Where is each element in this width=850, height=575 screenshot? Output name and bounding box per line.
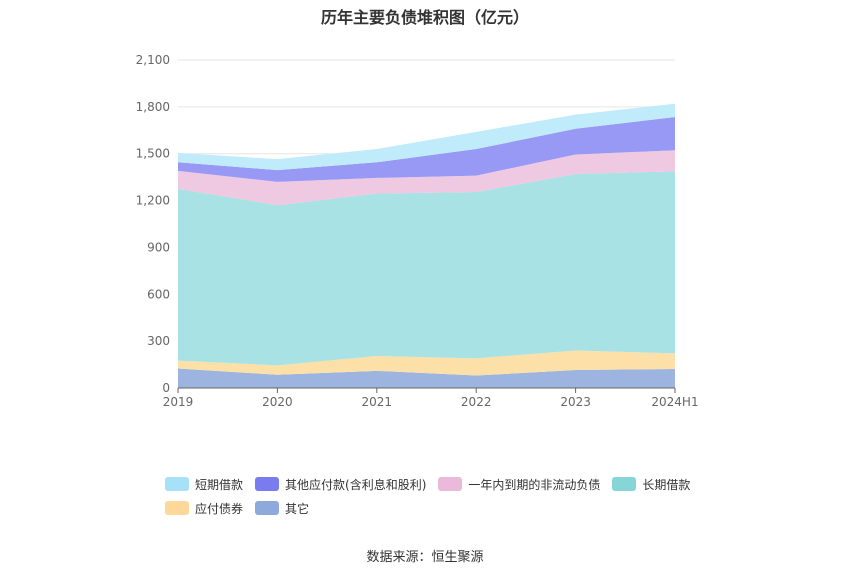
legend-label-bonds-payable: 应付债券: [195, 501, 244, 516]
y-tick-label: 0: [162, 381, 170, 395]
legend-item-long-term-loans[interactable]: 长期借款: [612, 476, 690, 493]
legend-item-other[interactable]: 其它: [255, 500, 309, 517]
y-tick-label: 900: [147, 240, 170, 254]
legend-label-other-payables: 其他应付款(含利息和股利): [285, 477, 427, 492]
legend-label-other: 其它: [285, 501, 310, 516]
y-tick-label: 2,100: [136, 53, 170, 67]
y-tick-label: 1,800: [136, 100, 170, 114]
area-series-0: [178, 368, 675, 388]
legend-swatch-other: [255, 501, 280, 515]
x-tick-label: 2024H1: [651, 395, 698, 409]
chart-title: 历年主要负债堆积图（亿元）: [320, 8, 529, 27]
area-series-2: [178, 171, 675, 366]
x-tick-label: 2022: [461, 395, 492, 409]
data-source: 数据来源：恒生聚源: [366, 550, 484, 565]
x-tick-label: 2023: [560, 395, 591, 409]
legend-item-short-term-loans[interactable]: 短期借款: [165, 476, 243, 493]
x-tick-label: 2021: [362, 395, 393, 409]
legend-label-long-term-loans: 长期借款: [642, 477, 691, 492]
legend-swatch-bonds-payable: [165, 501, 189, 515]
legend-item-bonds-payable[interactable]: 应付债券: [165, 500, 243, 517]
legend-label-short-term-loans: 短期借款: [195, 477, 244, 492]
legend: 短期借款 其他应付款(含利息和股利) 一年内到期的非流动负债 长期借款 应付债券…: [165, 472, 725, 520]
legend-row-2: 应付债券 其它: [165, 496, 725, 520]
y-tick-label: 600: [147, 287, 170, 301]
legend-row-1: 短期借款 其他应付款(含利息和股利) 一年内到期的非流动负债 长期借款: [165, 472, 725, 496]
y-tick-label: 1,500: [136, 147, 170, 161]
area-series-5: [178, 103, 675, 171]
area-series-4: [178, 117, 675, 182]
area-series-1: [178, 350, 675, 376]
area-series-3: [178, 150, 675, 206]
legend-swatch-other-payables: [255, 477, 280, 491]
x-tick-label: 2019: [163, 395, 194, 409]
x-tick-label: 2020: [262, 395, 293, 409]
y-tick-label: 1,200: [136, 194, 170, 208]
stacked-area-chart: 0 300 600 900 1,200 1,500 1,800 2,100 2019 2020 20…: [136, 53, 699, 409]
legend-swatch-current-noncurrent: [438, 477, 463, 491]
legend-swatch-short-term-loans: [165, 477, 189, 491]
legend-label-current-noncurrent: 一年内到期的非流动负债: [468, 477, 601, 492]
legend-item-other-payables[interactable]: 其他应付款(含利息和股利): [255, 476, 426, 493]
y-tick-label: 300: [147, 334, 170, 348]
legend-swatch-long-term-loans: [612, 477, 637, 491]
legend-item-current-noncurrent[interactable]: 一年内到期的非流动负债: [438, 476, 600, 493]
